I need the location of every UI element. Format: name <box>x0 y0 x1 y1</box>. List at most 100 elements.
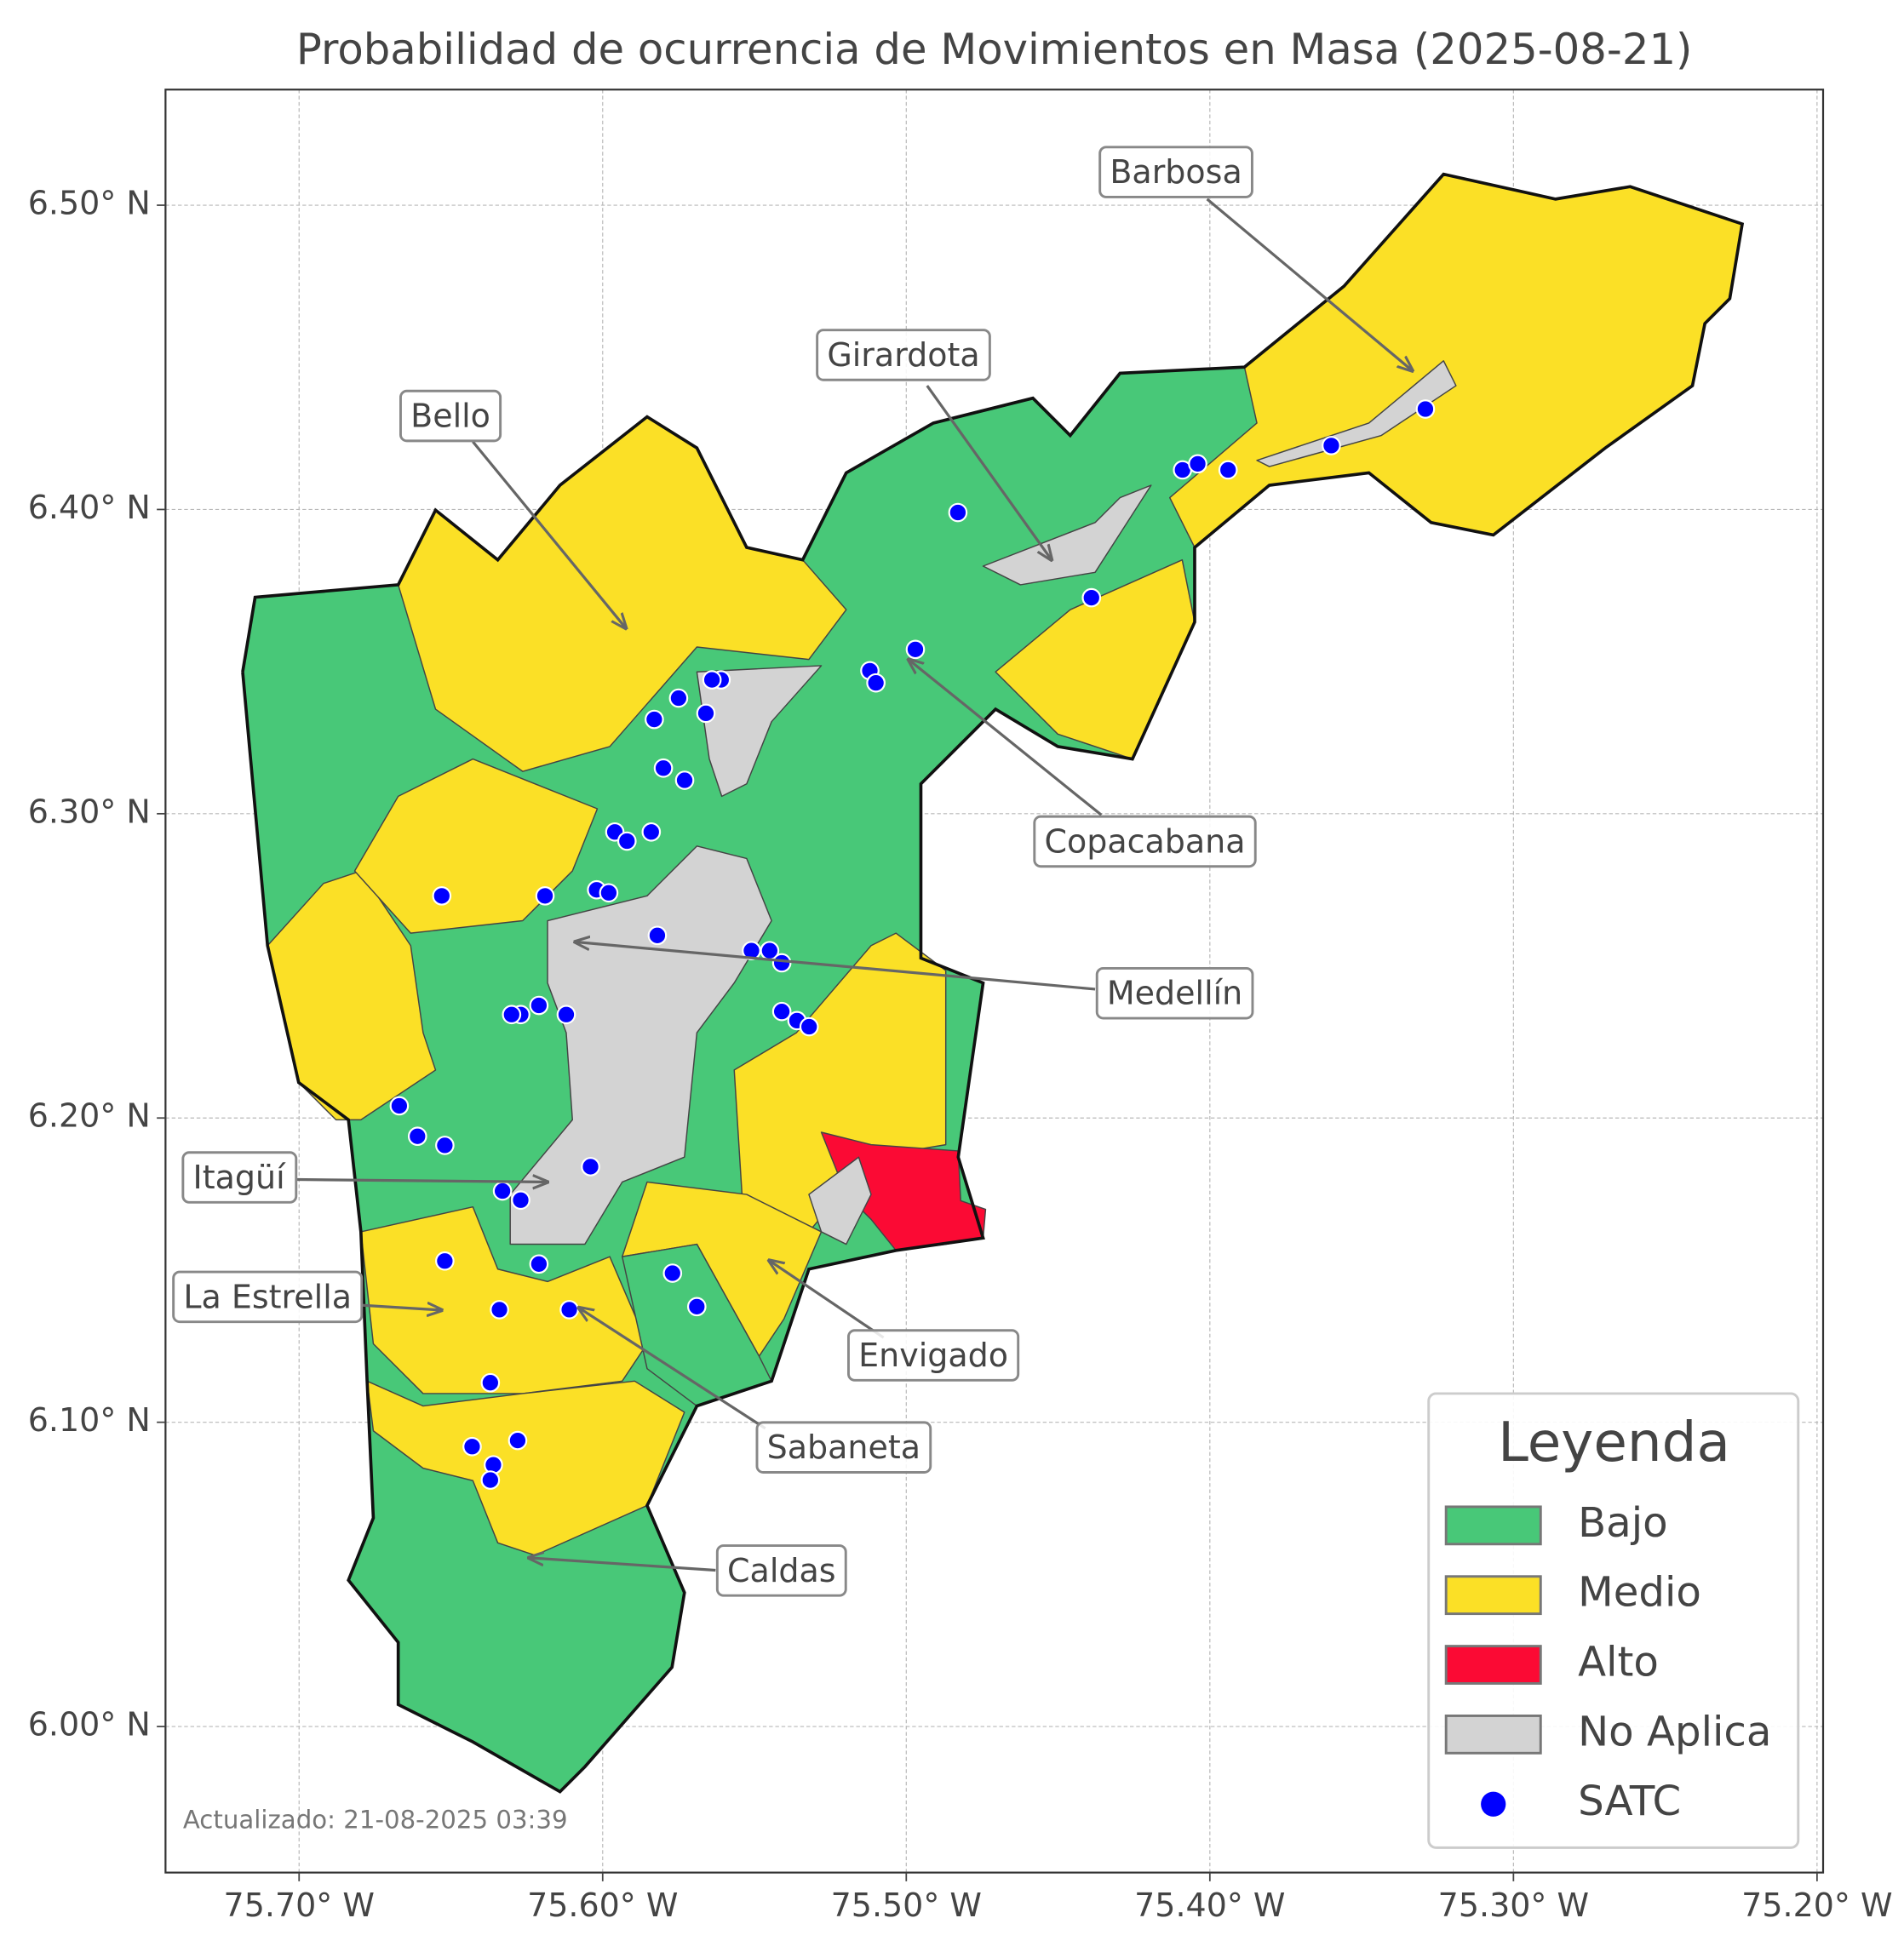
satc-point <box>905 639 926 660</box>
annotation-arrow <box>909 660 1103 816</box>
satc-point <box>1415 399 1436 419</box>
annotation: La Estrella <box>172 1270 442 1324</box>
legend-label: Alto <box>1578 1639 1659 1686</box>
satc-point <box>529 1254 549 1274</box>
satc-point <box>581 1157 600 1177</box>
satc-point <box>686 1297 707 1317</box>
satc-point <box>1218 460 1238 480</box>
annotation-box <box>816 329 991 381</box>
satc-points <box>389 399 1436 1490</box>
annotations: Barbosa Girardota Bello Copacabana Medel… <box>172 146 1413 1597</box>
satc-point <box>480 1372 501 1393</box>
annotation-label: Girardota <box>827 336 979 374</box>
y-tick-label: 6.50° N <box>28 185 151 222</box>
chart-title: Probabilidad de ocurrencia de Movimiento… <box>296 25 1693 74</box>
annotation-arrow <box>360 1305 442 1310</box>
annotation-arrow <box>926 385 1052 560</box>
annotation-box <box>715 1544 847 1597</box>
satc-point <box>668 688 689 708</box>
satc-point <box>490 1300 509 1320</box>
update-note: Actualizado: 21-08-2025 03:39 <box>183 1806 568 1835</box>
map-regions <box>241 172 1745 1794</box>
annotation-box <box>1095 966 1254 1020</box>
annotation-label: Envigado <box>858 1337 1008 1374</box>
satc-point <box>389 1096 410 1116</box>
satc-point <box>647 925 668 946</box>
annotation: Copacabana <box>909 660 1257 868</box>
satc-point <box>799 1016 819 1037</box>
satc-point <box>407 1126 427 1147</box>
annotation-label: Caldas <box>727 1552 836 1589</box>
satc-point <box>432 886 452 906</box>
annotation-label: La Estrella <box>183 1278 352 1315</box>
legend-label: Bajo <box>1578 1499 1668 1547</box>
annotation: Envigado <box>769 1261 1020 1382</box>
satc-point <box>435 1251 455 1271</box>
satc-point <box>599 883 619 903</box>
annotation: Itagüí <box>181 1151 548 1204</box>
satc-point <box>696 703 716 724</box>
annotation-arrow <box>529 1558 716 1572</box>
y-tick-label: 6.40° N <box>28 489 151 526</box>
satc-point <box>502 1005 522 1025</box>
annotation-arrow <box>575 942 1096 991</box>
annotation-box <box>1098 146 1253 198</box>
annotation-label: Medellín <box>1107 975 1242 1012</box>
satc-point <box>435 1136 455 1155</box>
legend: Leyenda Bajo Medio Alto No Aplica SATC <box>1427 1392 1800 1849</box>
annotation-arrow <box>472 440 626 628</box>
annotation-box <box>846 1329 1020 1382</box>
annotation-arrow <box>579 1308 766 1430</box>
annotation-label: Copacabana <box>1044 822 1245 860</box>
legend-swatch <box>1444 1645 1542 1685</box>
satc-point <box>492 1181 513 1201</box>
region-barbosa-urban <box>1256 360 1457 467</box>
y-tick-label: 6.10° N <box>28 1401 151 1439</box>
annotation: Barbosa <box>1098 146 1413 371</box>
annotation-label: Sabaneta <box>767 1429 920 1466</box>
legend-title: Leyenda <box>1498 1411 1730 1474</box>
legend-marker <box>1481 1791 1506 1817</box>
annotation-label: Bello <box>410 398 490 435</box>
satc-point <box>771 1001 792 1022</box>
annotation-box <box>172 1270 364 1324</box>
annotation: Medellín <box>575 942 1254 1020</box>
plot-frame <box>164 89 1825 1874</box>
annotation-box <box>1033 815 1257 868</box>
region-bello-urban <box>696 665 823 798</box>
x-tick-label: 75.60° W <box>527 1887 678 1924</box>
region-girardota-urban <box>982 484 1152 586</box>
satc-point <box>866 673 886 693</box>
satc-point <box>645 709 664 730</box>
satc-point <box>771 953 792 973</box>
annotation-box <box>399 389 502 443</box>
satc-point <box>1322 436 1341 455</box>
x-tick-label: 75.50° W <box>831 1887 982 1924</box>
satc-point <box>674 770 695 790</box>
satc-point <box>559 1300 579 1320</box>
legend-swatch <box>1444 1575 1542 1616</box>
annotation: Caldas <box>529 1544 847 1597</box>
satc-point <box>1188 454 1207 474</box>
satc-point <box>508 1430 528 1451</box>
satc-point <box>535 886 555 906</box>
satc-point <box>662 1263 683 1283</box>
satc-point <box>702 670 722 690</box>
annotation-arrow <box>1206 198 1413 371</box>
satc-point <box>1081 587 1102 608</box>
satc-point <box>480 1470 501 1490</box>
region-west <box>267 870 437 1121</box>
annotation: Sabaneta <box>579 1308 932 1474</box>
y-tick-label: 6.00° N <box>28 1706 151 1743</box>
satc-point <box>556 1005 576 1025</box>
legend-label: No Aplica <box>1578 1708 1771 1755</box>
legend-label: Medio <box>1578 1569 1701 1617</box>
map-outline <box>241 172 1745 1794</box>
satc-point <box>529 995 549 1016</box>
region-envigado-urban <box>808 1156 872 1245</box>
x-tick-label: 75.30° W <box>1438 1887 1589 1924</box>
annotation: Girardota <box>816 329 1052 560</box>
satc-point <box>641 822 662 842</box>
region-caldas-north <box>366 1380 685 1556</box>
legend-swatch <box>1444 1714 1542 1755</box>
